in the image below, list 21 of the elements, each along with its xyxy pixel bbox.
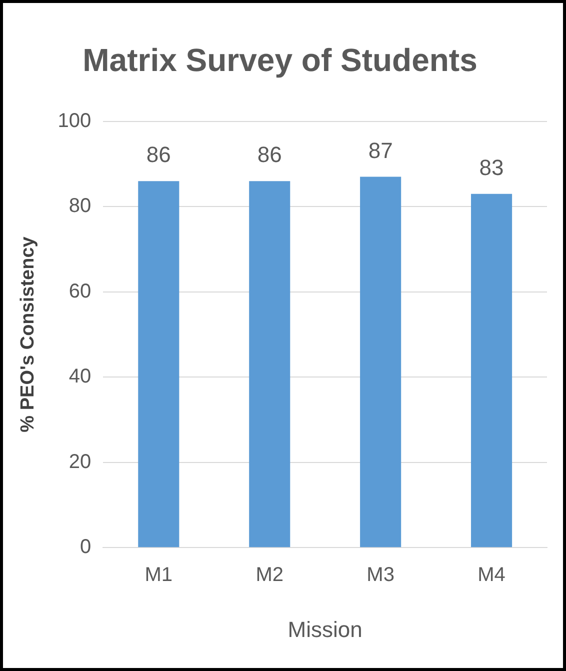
data-label: 86 [146, 142, 171, 168]
data-label: 83 [479, 154, 504, 180]
data-label: 86 [257, 142, 282, 168]
x-tick-label: M4 [478, 564, 506, 586]
y-tick-label: 20 [68, 450, 92, 473]
x-tick-label: M3 [366, 564, 394, 586]
bar [138, 181, 180, 548]
x-axis-title: Mission [288, 616, 362, 642]
bar [360, 176, 402, 548]
bar [249, 181, 290, 548]
y-tick-label: 80 [68, 195, 92, 218]
x-tick-label: M2 [256, 564, 284, 586]
chart-title: Matrix Survey of Students [82, 42, 478, 78]
y-tick-label: 40 [68, 366, 92, 388]
y-axis-title: % PEO's Consistency [18, 236, 39, 432]
bar [470, 194, 512, 548]
data-label: 87 [368, 138, 393, 163]
y-tick-label: 0 [80, 536, 92, 558]
x-tick-label: M1 [144, 564, 173, 586]
y-tick-label: 100 [58, 110, 92, 132]
y-tick-label: 60 [68, 280, 92, 302]
